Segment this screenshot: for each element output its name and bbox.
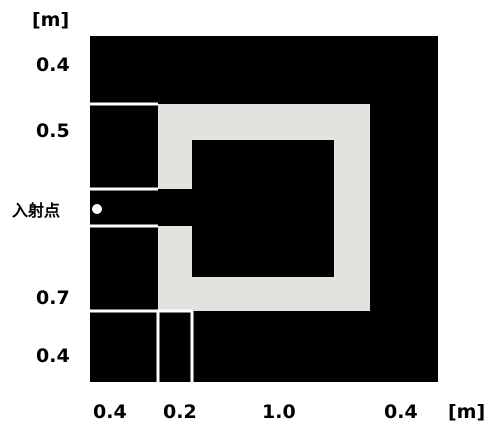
- dimension-label-horizontal: 0.4: [384, 401, 418, 421]
- dimension-label-vertical: 0.7: [36, 287, 70, 309]
- unit-label-bottom: [m]: [448, 401, 485, 421]
- source-point-icon: [92, 204, 102, 214]
- dimension-label-horizontal: 1.0: [262, 401, 296, 421]
- scatterer-frame: [158, 104, 370, 311]
- dimension-label-vertical: 0.4: [36, 54, 70, 76]
- dimension-label-horizontal: 0.2: [163, 401, 197, 421]
- source-point-label: 入射点: [12, 201, 60, 220]
- dimension-label-vertical: 0.5: [36, 120, 70, 142]
- dimension-label-vertical: 0.4: [36, 345, 70, 367]
- unit-label-top: [m]: [32, 9, 69, 31]
- dimension-lines: [90, 102, 194, 382]
- dimension-label-horizontal: 0.4: [93, 401, 127, 421]
- domain-background: [90, 36, 438, 382]
